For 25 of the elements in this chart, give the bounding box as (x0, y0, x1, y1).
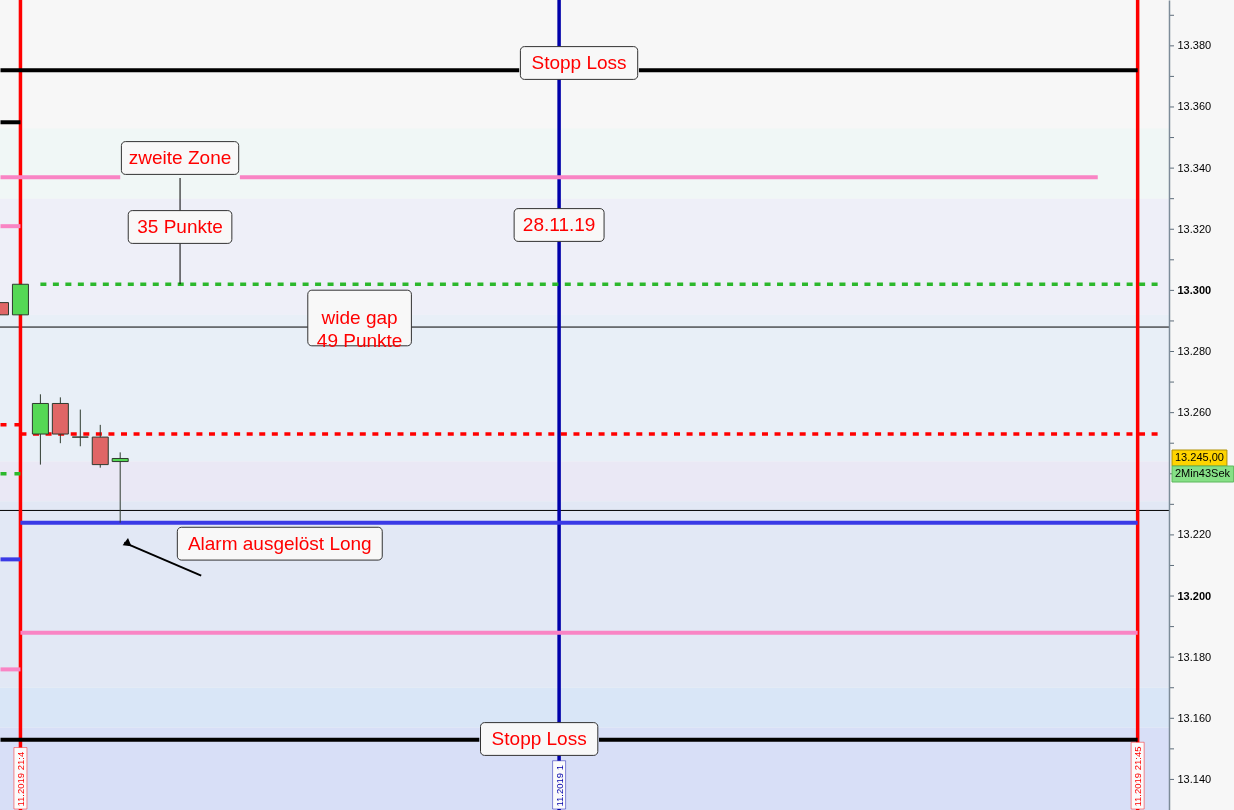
y-tick-label: 13.200 (1177, 589, 1212, 602)
y-tick-label: 13.160 (1177, 711, 1212, 724)
y-tick-label: 13.140 (1177, 772, 1212, 785)
annotation: 35 Punkte (137, 216, 223, 237)
x-tick-label: 11.2019 21:45 (1132, 746, 1144, 807)
y-tick-label: 13.320 (1177, 222, 1212, 235)
y-tick-label: 13.260 (1177, 406, 1212, 419)
candlestick (71, 409, 89, 447)
x-tick-label: 11.2019 1 (553, 764, 565, 807)
annotation: 28.11.19 (522, 214, 596, 235)
text: 13.245,00 (1175, 451, 1224, 463)
y-tick-label: 13.360 (1177, 100, 1212, 113)
annotation: zweite Zone (128, 147, 232, 168)
y-tick-label: 13.220 (1177, 528, 1212, 541)
y-tick-label: 13.380 (1177, 39, 1212, 52)
y-tick-label: 13.280 (1177, 345, 1212, 358)
candlestick (111, 451, 129, 524)
text: 2Min43Sek (1175, 467, 1231, 479)
x-tick-label: 11.2019 21:4 (14, 751, 26, 807)
y-tick-label: 13.340 (1177, 161, 1212, 174)
y-tick-label: 13.300 (1177, 283, 1212, 296)
y-tick-label: 13.180 (1177, 650, 1212, 663)
annotation: Alarm ausgelöst Long (187, 532, 372, 554)
annotation: Stopp Loss (491, 728, 587, 749)
annotation: Stopp Loss (531, 52, 627, 73)
